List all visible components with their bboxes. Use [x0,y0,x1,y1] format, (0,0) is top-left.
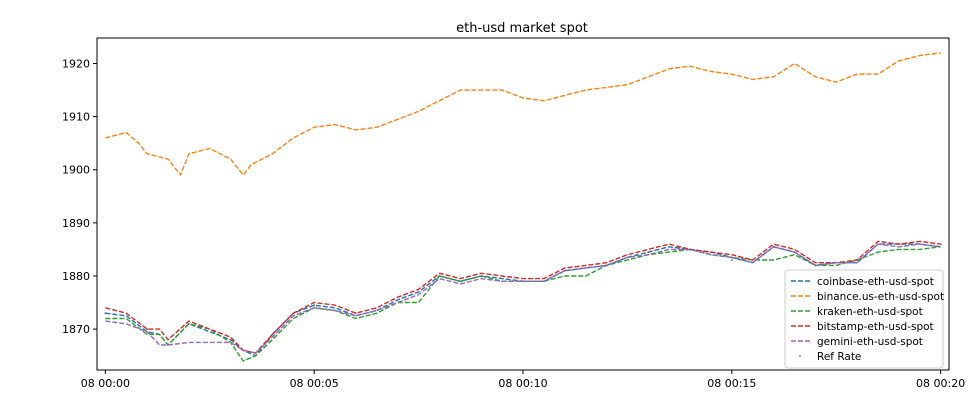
ref-rate-point [271,333,274,336]
ref-rate-point [396,296,399,299]
ref-rate-point [605,264,608,267]
y-tick-label: 1870 [62,323,90,336]
x-tick-label: 08 00:10 [498,377,547,390]
x-tick-label: 08 00:05 [290,377,339,390]
ref-rate-point [856,259,859,261]
series-line-binance.us-eth-usd-spot [105,52,941,176]
legend-label: Ref Rate [817,351,861,363]
series-line-gemini-eth-usd-spot [105,243,941,354]
ref-rate-point [689,248,691,251]
ref-rate-point [897,243,900,246]
ref-rate-point [522,280,524,283]
legend-box [784,269,944,369]
series-line-bitstamp-eth-usd-spot [105,240,941,354]
legend-label: gemini-eth-usd-spot [817,336,923,348]
ref-rate-point [229,338,232,341]
ref-rate-point [647,251,650,253]
ref-rate-point [480,275,483,277]
legend-label: coinbase-eth-usd-spot [817,276,934,288]
legend-label: binance.us-eth-usd-spot [817,291,944,303]
ref-rate-point [730,259,733,261]
y-tick-label: 1910 [62,111,90,124]
y-tick-label: 1880 [62,270,90,283]
ref-rate-point [104,312,107,315]
ref-rate-point [355,312,357,315]
ref-rate-point [187,322,190,325]
legend-label: kraken-eth-usd-spot [817,306,923,318]
y-tick-label: 1920 [62,57,90,70]
ref-rate-point [563,269,566,272]
ref-rate-point [772,245,775,248]
chart-title: eth-usd market spot [456,21,588,36]
series-layer [104,52,942,362]
ref-rate-point [814,264,817,267]
ref-rate-point [939,243,942,246]
ref-rate-point [146,328,149,330]
legend-label: bitstamp-eth-usd-spot [817,321,934,333]
ref-rate-point [438,275,441,277]
y-tick-label: 1900 [62,164,90,177]
x-tick-label: 08 00:20 [916,377,965,390]
legend: coinbase-eth-usd-spot binance.us-eth-usd-… [784,269,944,369]
legend-marker [799,355,801,357]
ref-rate-point [313,304,316,307]
y-tick-label: 1890 [62,217,90,230]
x-tick-label: 08 00:15 [707,377,756,390]
axes-layer: 08 00:00 08 00:05 08 00:10 08 00:15 08 00:20… [62,57,965,390]
x-tick-label: 08 00:00 [81,377,130,390]
series-ref-rate [104,243,942,341]
